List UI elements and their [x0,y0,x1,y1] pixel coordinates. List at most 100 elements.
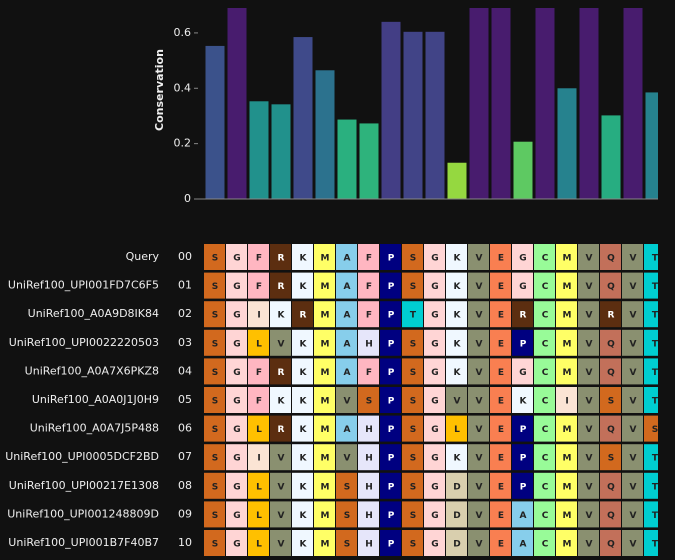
residue-cell [204,358,225,385]
sequence-index: 05 [178,393,192,406]
residue-cell [380,501,401,528]
residue-cell [314,272,335,299]
residue: V [278,454,285,464]
residue: E [498,339,504,349]
residue: D [453,511,460,521]
residue-cell [644,329,658,356]
bar [249,101,269,199]
residue: V [586,540,593,550]
sequence-name: UniRef100_UPI001FD7C6F5 [8,279,159,292]
plot-area [205,8,658,200]
residue: M [321,425,330,435]
residue-cell [600,301,621,328]
residue-cell [292,272,313,299]
residue: Q [607,511,615,521]
residue-cell [204,272,225,299]
residue: D [453,540,460,550]
residue: S [366,397,372,407]
residue-cell [358,301,379,328]
residue: K [300,482,308,492]
residue: H [365,454,373,464]
residue: K [300,454,308,464]
residue: P [388,368,395,378]
residue-cell [512,387,533,413]
residue-cell [226,244,247,270]
residue-cell [314,530,335,556]
bar [601,115,621,199]
residue-cell [644,415,658,442]
residue: V [586,368,593,378]
residue-cell [292,244,313,270]
residue-cell [468,329,489,356]
residue-cell [380,444,401,471]
residue: F [366,368,372,378]
residue-cell [556,244,577,270]
sequence-name: UniRef100_UPI0022220503 [9,336,159,349]
residue-cell [292,415,313,442]
residue-cell [600,530,621,556]
residue: Q [607,339,615,349]
residue-cell [270,387,291,413]
residue: F [256,397,262,407]
residue-cell [512,272,533,299]
residue-cell [226,272,247,299]
residue: V [586,397,593,407]
bar [359,123,379,199]
sequence-index: 09 [178,507,192,520]
residue-cell [358,501,379,528]
residue-cell [292,358,313,385]
residue: S [410,511,416,521]
sequence-name: UniRef100_UPI00217E1308 [9,479,159,492]
residue-cell [446,358,467,385]
residue-cell [578,472,599,499]
residue: P [388,311,395,321]
residue-cell [226,530,247,556]
residue-cell [336,329,357,356]
residue: H [365,540,373,550]
residue-cell [468,501,489,528]
residue: L [256,425,262,435]
residue-cell [556,272,577,299]
residue-cell [512,530,533,556]
residue: M [563,311,572,321]
residue-cell [270,272,291,299]
residue: C [542,311,549,321]
residue: P [388,339,395,349]
residue: D [453,482,460,492]
sequence-name: UniRef100_A0A9D8IK84 [28,307,159,320]
residue-cell [248,387,269,413]
residue-cell [226,415,247,442]
residue: M [563,282,572,292]
residue-cell [336,358,357,385]
residue-cell [468,358,489,385]
residue: K [454,368,462,378]
residue-cell [622,244,643,270]
residue: Q [607,482,615,492]
residue: M [563,339,572,349]
residue-cell [490,358,511,385]
residue-cell [226,444,247,471]
residue: M [563,368,572,378]
residue-cell [248,301,269,328]
residue-cell [446,272,467,299]
residue: R [278,282,285,292]
residue: S [212,454,218,464]
residue-cell [578,329,599,356]
residue-cell [270,530,291,556]
residue-cell [314,358,335,385]
residue-cell [380,244,401,270]
residue: V [476,540,483,550]
residue: E [498,482,504,492]
residue-cell [292,530,313,556]
residue-cell [556,301,577,328]
residue: S [652,425,658,435]
residue: M [563,511,572,521]
residue-cell [578,387,599,413]
y-tick-label: 0.4 [174,81,192,94]
residue: M [321,454,330,464]
residue-cell [578,530,599,556]
bar [469,8,489,199]
residue: P [520,339,527,349]
bar [315,70,335,199]
residue-cell [380,329,401,356]
